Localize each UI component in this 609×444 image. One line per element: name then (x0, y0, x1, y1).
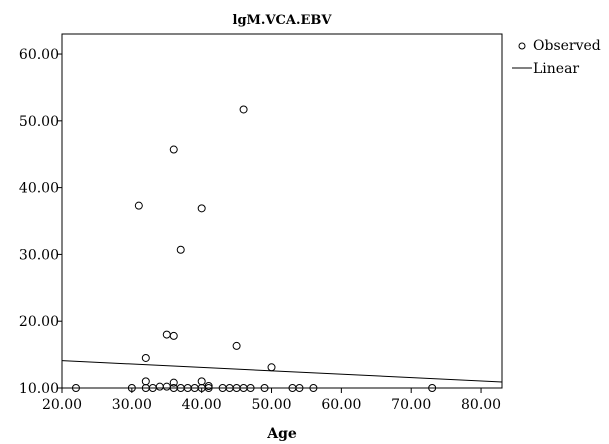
legend-observed-marker (518, 42, 526, 50)
observed-point (204, 384, 213, 392)
observed-point (141, 377, 150, 386)
x-tick-label: 80.00 (461, 397, 501, 413)
legend: Observed Linear (512, 38, 601, 77)
observed-point (176, 245, 185, 254)
chart-title: lgM.VCA.EBV (233, 13, 333, 28)
linear-fit-series (61, 360, 503, 383)
y-axis: 10.00 20.00 30.00 40.00 50.00 60.00 (19, 47, 62, 397)
y-tick-label: 60.00 (19, 47, 59, 63)
x-tick-label: 70.00 (391, 397, 431, 413)
observed-point (428, 384, 437, 392)
x-axis: 20.00 30.00 40.00 50.00 60.00 70.00 80.00 (42, 388, 501, 413)
legend-label: Observed (533, 38, 601, 54)
observed-point (197, 204, 206, 213)
x-tick-label: 20.00 (42, 397, 82, 413)
y-tick-label: 10.00 (19, 381, 59, 397)
plot-frame (61, 33, 503, 389)
observed-point (197, 377, 206, 386)
observed-point (246, 384, 255, 392)
observed-point (169, 145, 178, 154)
x-axis-label: Age (266, 426, 297, 442)
observed-point (162, 330, 171, 339)
observed-point (239, 105, 248, 114)
observed-point (71, 384, 80, 392)
observed-point (127, 384, 136, 392)
y-tick-label: 40.00 (19, 181, 59, 197)
y-tick-label: 20.00 (19, 314, 59, 330)
linear-fit-line (61, 360, 503, 383)
legend-label: Linear (533, 61, 579, 77)
observed-point (141, 353, 150, 362)
observed-point (260, 384, 269, 392)
x-tick-label: 50.00 (251, 397, 291, 413)
observed-point (232, 341, 241, 350)
observed-point (295, 384, 304, 392)
observed-point (162, 382, 171, 391)
observed-point (204, 381, 213, 390)
observed-series (71, 105, 437, 392)
observed-point (134, 201, 143, 210)
x-tick-label: 60.00 (321, 397, 361, 413)
x-tick-label: 40.00 (182, 397, 222, 413)
observed-point (309, 384, 318, 392)
observed-point (155, 382, 164, 391)
observed-point (169, 331, 178, 340)
x-tick-label: 30.00 (112, 397, 152, 413)
observed-point (267, 363, 276, 372)
y-tick-label: 30.00 (19, 247, 59, 263)
observed-point (169, 378, 178, 387)
y-tick-label: 50.00 (19, 114, 59, 130)
